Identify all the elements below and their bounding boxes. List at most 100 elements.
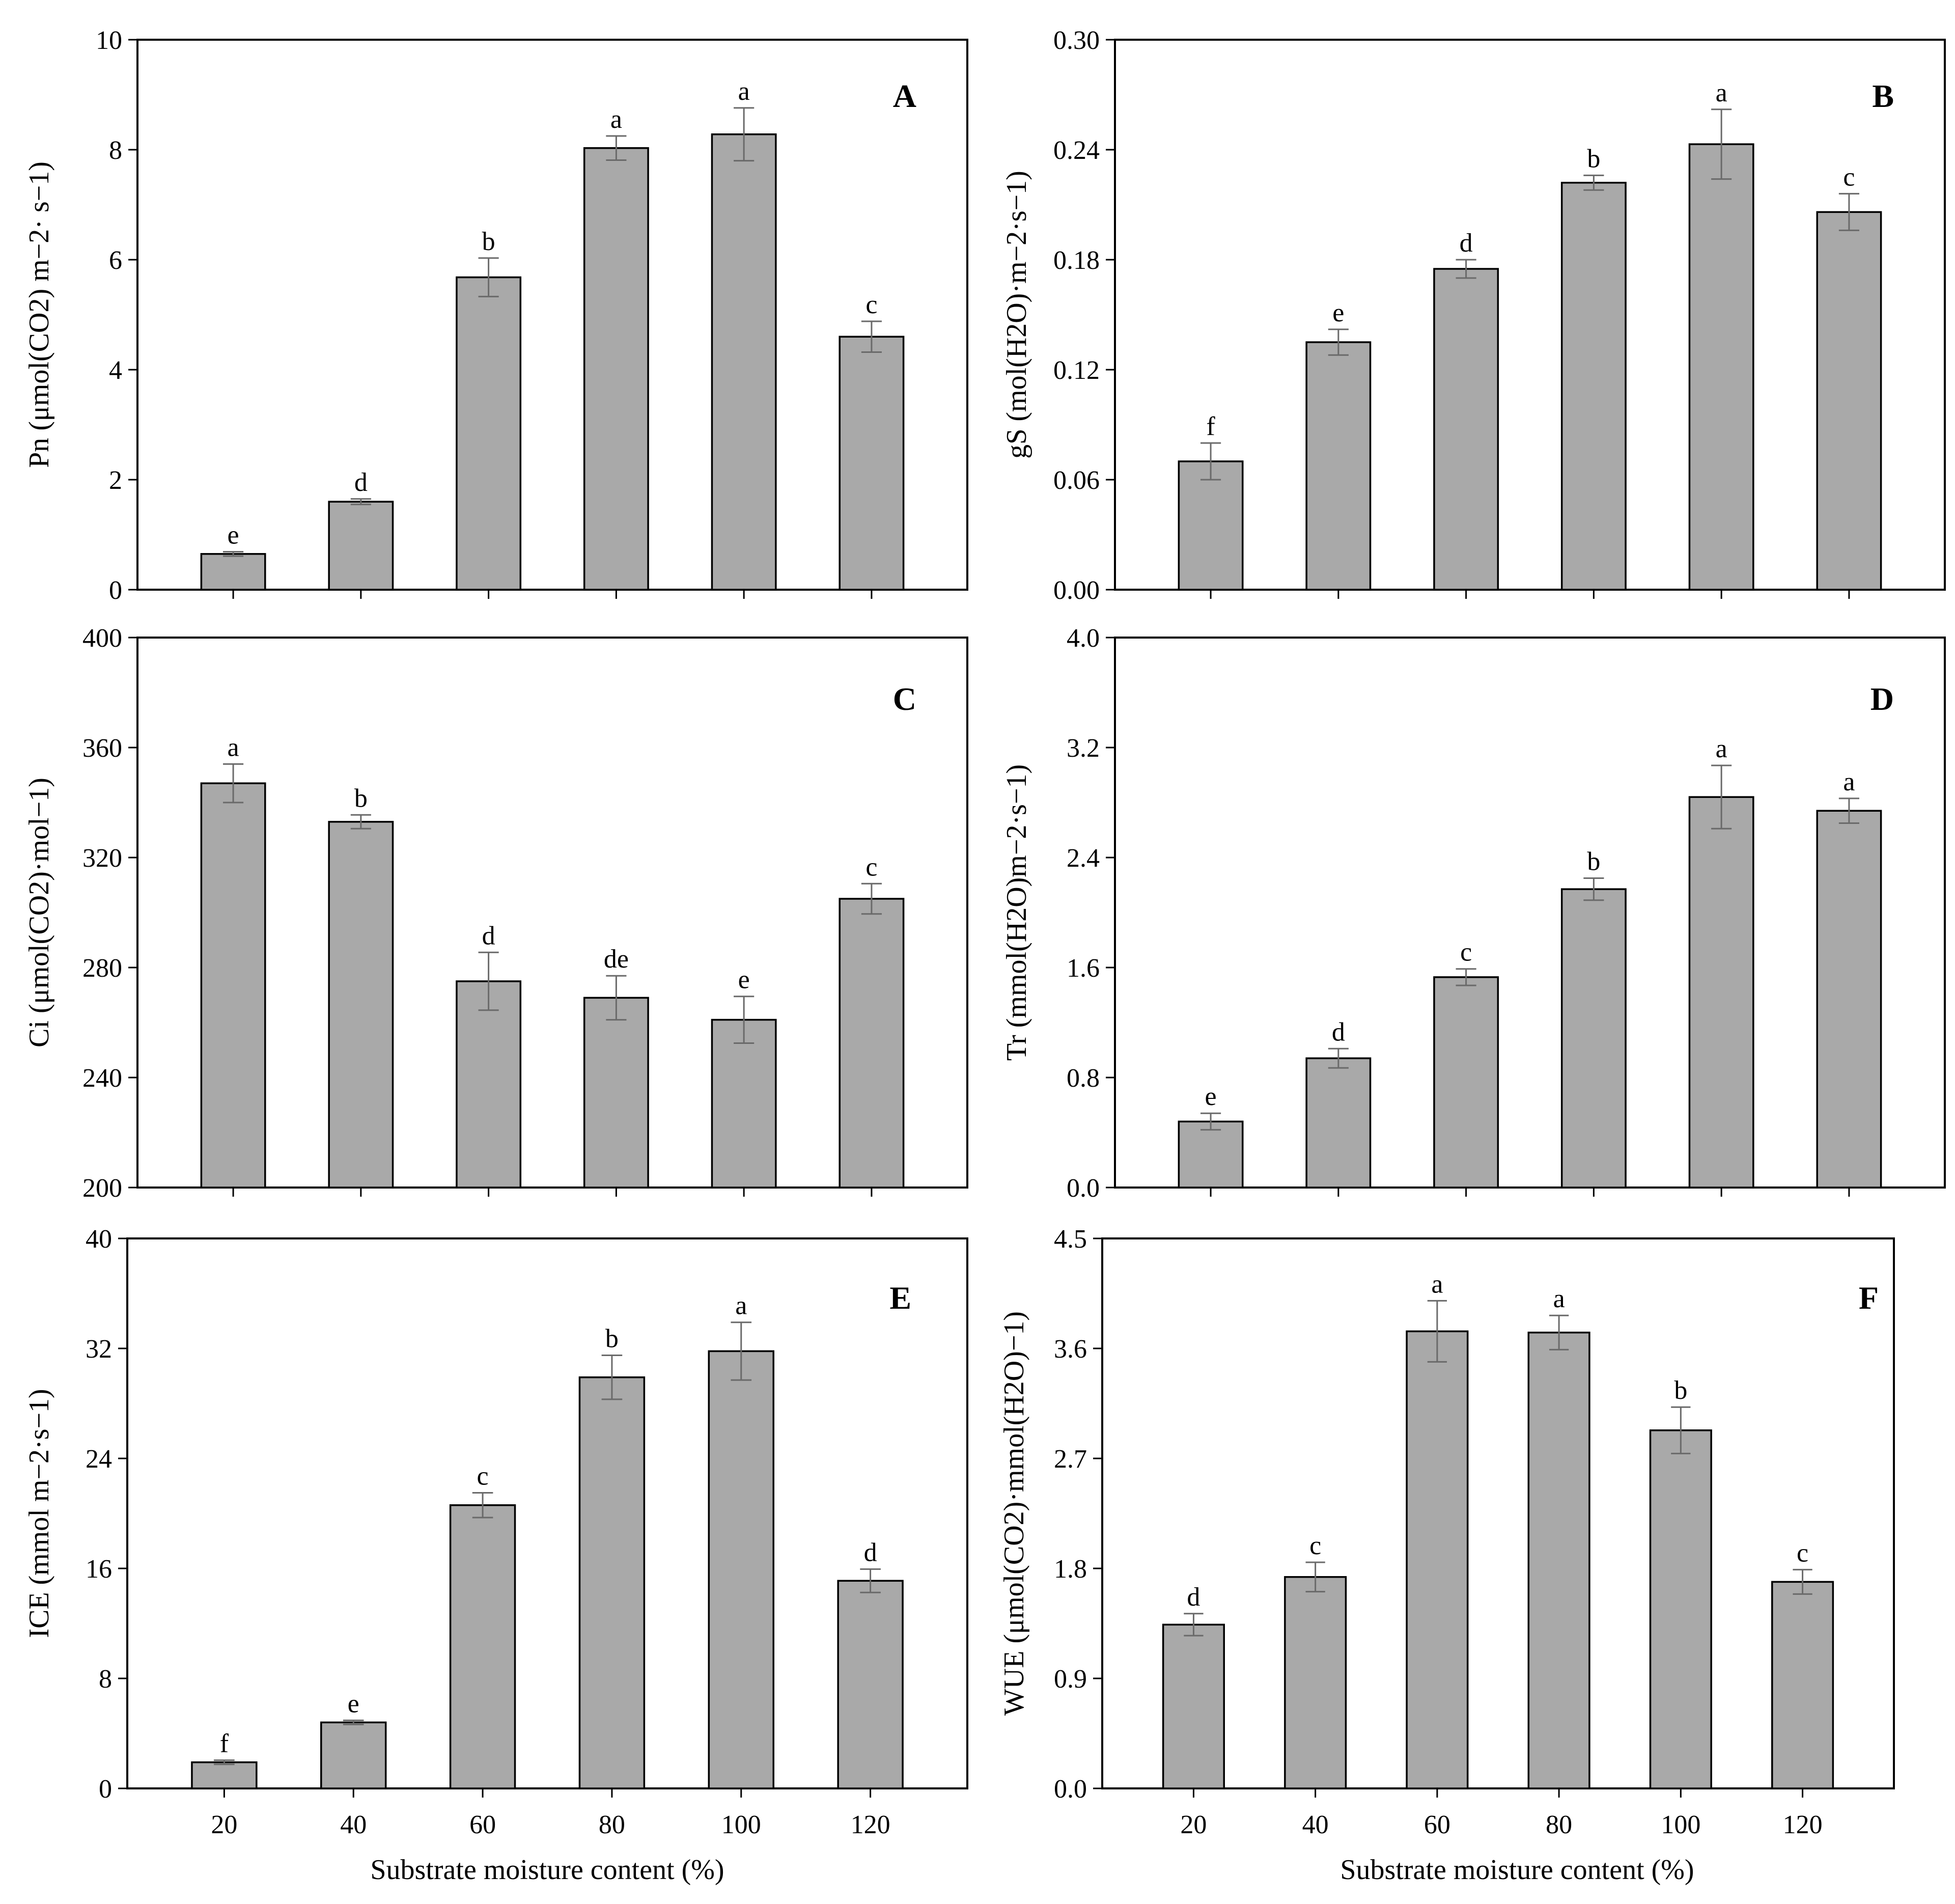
x-tick-marks bbox=[232, 590, 873, 599]
error-bars bbox=[223, 107, 882, 557]
bars bbox=[200, 782, 905, 1189]
panel-label: B bbox=[1872, 78, 1894, 114]
panel-e: f e c b a d 0 8 16 24 32 40 20 40 60 80 … bbox=[23, 1225, 968, 1886]
y-tick-label: 2 bbox=[109, 466, 122, 495]
bar bbox=[1406, 1330, 1469, 1789]
x-tick-label: 120 bbox=[1783, 1810, 1823, 1839]
sig-letter: a bbox=[735, 1291, 747, 1320]
x-tick-label: 80 bbox=[1546, 1810, 1572, 1839]
panel-label: E bbox=[889, 1280, 911, 1316]
error-bars bbox=[223, 763, 882, 1044]
error-bars bbox=[1184, 1300, 1812, 1637]
y-tick-label: 4.5 bbox=[1054, 1225, 1087, 1254]
y-tick-label: 360 bbox=[82, 734, 122, 763]
y-tick-marks bbox=[1093, 1237, 1102, 1789]
x-tick-label: 20 bbox=[211, 1810, 237, 1839]
y-tick-label: 0.9 bbox=[1054, 1665, 1087, 1694]
bar bbox=[583, 147, 649, 591]
error-bars bbox=[214, 1321, 881, 1765]
bar bbox=[1649, 1429, 1712, 1789]
y-axis-title: Tr (mmol(H2O)m−2·s−1) bbox=[1001, 764, 1032, 1061]
bar bbox=[200, 553, 266, 591]
panel-label: A bbox=[893, 78, 916, 114]
x-tick-label: 60 bbox=[469, 1810, 496, 1839]
y-tick-label: 10 bbox=[96, 26, 122, 55]
plot-frame bbox=[1114, 637, 1946, 1189]
sig-letter: a bbox=[1553, 1284, 1565, 1313]
sig-letter: d bbox=[864, 1538, 877, 1567]
bar bbox=[839, 336, 905, 591]
y-tick-label: 0.18 bbox=[1053, 246, 1100, 275]
sig-letter: de bbox=[604, 945, 629, 974]
bar bbox=[839, 898, 905, 1189]
y-axis-title: gS (mol(H2O)·m−2·s−1) bbox=[1001, 171, 1032, 459]
y-tick-label: 32 bbox=[86, 1335, 112, 1364]
sig-letter: f bbox=[220, 1729, 229, 1758]
y-tick-label: 3.2 bbox=[1067, 734, 1100, 763]
bars bbox=[1162, 1330, 1834, 1789]
y-tick-label: 1.6 bbox=[1067, 954, 1100, 983]
x-tick-label: 120 bbox=[851, 1810, 890, 1839]
bar bbox=[1305, 1057, 1372, 1189]
sig-letter: d bbox=[354, 468, 368, 497]
panel-b: f e d b a c 0.00 0.06 0.12 0.18 0.24 0.3… bbox=[1001, 26, 1946, 605]
bar bbox=[1560, 182, 1627, 591]
sig-letter: f bbox=[1206, 412, 1215, 441]
y-tick-label: 0.24 bbox=[1053, 136, 1100, 165]
bar bbox=[1816, 810, 1882, 1189]
y-tick-marks bbox=[118, 1237, 127, 1789]
bar bbox=[1688, 796, 1754, 1189]
x-tick-labels: 20 40 60 80 100 120 bbox=[1180, 1810, 1822, 1839]
y-tick-label: 200 bbox=[82, 1174, 122, 1203]
plot-frame bbox=[136, 39, 968, 591]
bar bbox=[456, 980, 522, 1189]
y-tick-label: 2.7 bbox=[1054, 1445, 1087, 1474]
sig-letter: a bbox=[738, 77, 750, 106]
x-tick-label: 40 bbox=[1302, 1810, 1329, 1839]
sig-letter: b bbox=[1587, 144, 1600, 173]
x-tick-label: 80 bbox=[599, 1810, 625, 1839]
sig-letter: a bbox=[1843, 767, 1855, 796]
y-tick-label: 0.8 bbox=[1067, 1064, 1100, 1093]
bar bbox=[1771, 1581, 1834, 1789]
significance-letters: e d c b a a bbox=[1205, 734, 1855, 1111]
sig-letter: d bbox=[1332, 1017, 1345, 1046]
y-tick-label: 16 bbox=[86, 1555, 112, 1584]
panel-label: D bbox=[1870, 681, 1894, 717]
panel-d: e d c b a a 0.0 0.8 1.6 2.4 3.2 4.0 D Tr… bbox=[1001, 624, 1946, 1203]
x-tick-marks bbox=[232, 1188, 873, 1197]
sig-letter: e bbox=[348, 1689, 359, 1718]
y-tick-labels: 0 8 16 24 32 40 bbox=[86, 1225, 112, 1804]
sig-letter: b bbox=[482, 227, 495, 256]
x-tick-labels: 20 40 60 80 100 120 bbox=[211, 1810, 890, 1839]
plot-frame bbox=[1101, 1237, 1895, 1789]
sig-letter: a bbox=[610, 105, 622, 134]
bar bbox=[1816, 211, 1882, 591]
y-tick-label: 0.00 bbox=[1053, 576, 1100, 605]
y-axis-title: ICE (mmol m−2·s−1) bbox=[23, 1389, 55, 1638]
panel-c: a b d de e c 200 240 280 320 360 400 C C… bbox=[23, 624, 968, 1203]
y-tick-label: 8 bbox=[99, 1665, 112, 1694]
sig-letter: e bbox=[738, 965, 750, 995]
bar bbox=[328, 821, 394, 1189]
plot-frame bbox=[1114, 39, 1946, 591]
sig-letter: b bbox=[1674, 1376, 1687, 1405]
bar bbox=[1178, 460, 1244, 591]
y-axis-title: Ci (μmol(CO2)·mol−1) bbox=[23, 778, 55, 1047]
x-tick-label: 100 bbox=[721, 1810, 761, 1839]
y-tick-label: 280 bbox=[82, 954, 122, 983]
x-tick-label: 100 bbox=[1661, 1810, 1700, 1839]
bar bbox=[1688, 143, 1754, 591]
y-tick-label: 6 bbox=[109, 246, 122, 275]
y-tick-marks bbox=[1106, 39, 1115, 591]
bar bbox=[1284, 1576, 1347, 1789]
significance-letters: f e c b a d bbox=[220, 1291, 877, 1758]
bar bbox=[578, 1376, 646, 1789]
y-tick-label: 240 bbox=[82, 1064, 122, 1093]
bar bbox=[320, 1721, 387, 1789]
bars bbox=[191, 1350, 904, 1789]
bar bbox=[456, 276, 522, 591]
sig-letter: e bbox=[1205, 1082, 1217, 1111]
sig-letter: e bbox=[1332, 298, 1344, 327]
